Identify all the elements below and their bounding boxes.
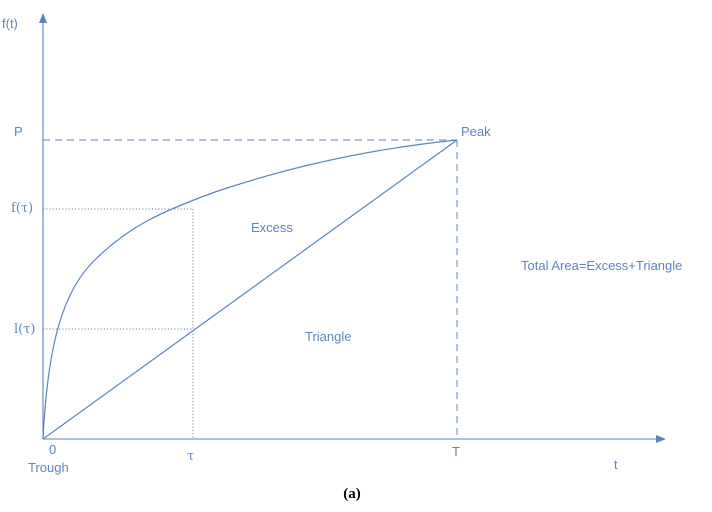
end-time-label: T bbox=[452, 444, 460, 459]
origin-label: 0 bbox=[49, 442, 56, 457]
excess-label: Excess bbox=[251, 220, 293, 235]
total-area-label: Total Area=Excess+Triangle bbox=[521, 258, 682, 273]
figure-caption: (a) bbox=[343, 486, 361, 502]
trough-label: Trough bbox=[28, 460, 69, 475]
peak-value-label: P bbox=[14, 124, 23, 139]
growth-curve bbox=[42, 139, 458, 440]
linear-line bbox=[42, 139, 458, 440]
x-axis-label: t bbox=[614, 457, 618, 472]
peak-label: Peak bbox=[461, 124, 491, 139]
l-tau-label: l(τ) bbox=[14, 322, 36, 337]
f-tau-label: f(τ) bbox=[11, 201, 33, 216]
triangle-label: Triangle bbox=[305, 329, 351, 344]
y-axis-label: f(t) bbox=[2, 16, 18, 31]
tau-label: τ bbox=[187, 449, 194, 464]
